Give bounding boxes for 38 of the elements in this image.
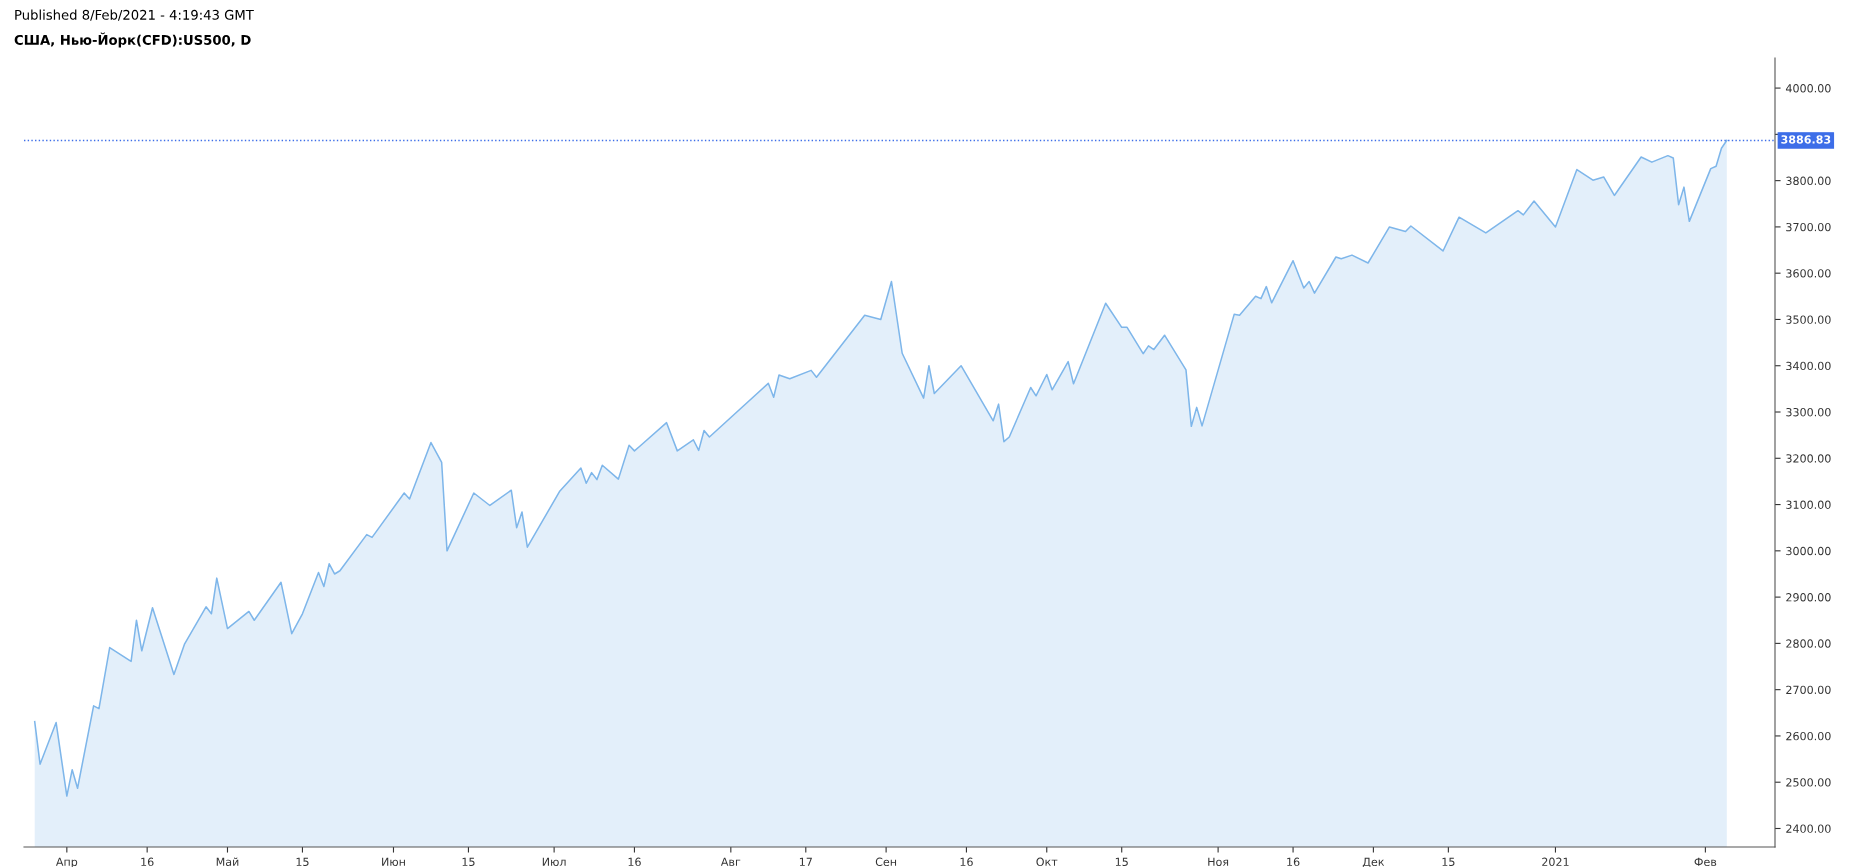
x-tick-label: Авг	[720, 857, 741, 866]
y-tick-label: 3500.00	[1786, 315, 1831, 324]
x-tick-label: Май	[216, 857, 239, 867]
ref-line-label: 3886.83	[1781, 135, 1831, 144]
x-tick-label: 15	[296, 857, 309, 867]
y-tick-label: 3400.00	[1786, 361, 1831, 371]
x-tick-label: 15	[1442, 857, 1455, 867]
x-tick-label: Июл	[542, 857, 566, 867]
x-tick-label: Июн	[382, 857, 405, 867]
y-tick-label: 3800.00	[1786, 176, 1831, 186]
x-tick-label: 17	[799, 857, 812, 866]
y-tick-label: 4000.00	[1785, 84, 1831, 93]
y-tick-label: 3200.00	[1786, 454, 1831, 463]
x-tick-label: 16	[628, 857, 641, 867]
y-tick-label: 3600.00	[1786, 269, 1831, 278]
y-tick-label: 3700.00	[1786, 222, 1831, 232]
y-tick-label: 2700.00	[1786, 685, 1831, 695]
y-tick-label: 3300.00	[1786, 407, 1831, 417]
x-tick-label: Окт	[1036, 857, 1058, 867]
y-tick-label: 2800.00	[1786, 639, 1831, 648]
y-tick-label: 2900.00	[1786, 593, 1831, 602]
y-tick-label: 3100.00	[1786, 500, 1831, 509]
x-tick-label: Ноя	[1208, 857, 1229, 867]
text: Published 8/Feb/2021 - 4:19:43 GMT	[15, 9, 254, 21]
x-tick-label: Фев	[1694, 857, 1717, 867]
x-tick-label: 16	[1287, 857, 1300, 867]
x-tick-label: 16	[960, 857, 973, 867]
y-tick-label: 2500.00	[1786, 778, 1831, 787]
y-tick-label: 2400.00	[1786, 824, 1831, 833]
x-tick-label: 15	[462, 857, 475, 867]
x-tick-label: Дек	[1362, 857, 1385, 867]
y-tick-label: 3000.00	[1786, 546, 1831, 556]
y-tick-label: 2600.00	[1786, 731, 1831, 741]
x-tick-label: 15	[1115, 857, 1128, 867]
x-tick-label: Сен	[875, 857, 897, 867]
chart-title: США, Нью-Йорк(CFD):US500, D	[14, 32, 251, 48]
x-tick-label: 2021	[1542, 857, 1569, 867]
x-tick-label: 16	[141, 857, 154, 867]
